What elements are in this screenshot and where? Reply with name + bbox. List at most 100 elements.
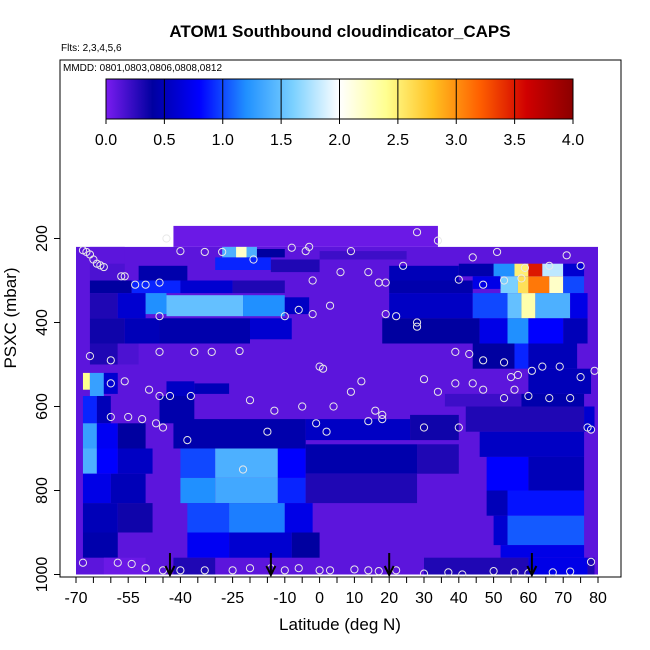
obs-point — [325, 301, 335, 310]
obs-point — [298, 402, 307, 411]
heatmap-cell — [117, 343, 139, 365]
heatmap-cell — [514, 343, 529, 369]
heatmap-cell — [507, 318, 529, 344]
heatmap-cell — [82, 532, 118, 558]
obs-point — [499, 358, 509, 367]
obs-point — [479, 356, 488, 365]
heatmap-cell — [563, 263, 585, 277]
colorbar-tick-label: 2.0 — [328, 132, 350, 149]
heatmap-cell — [215, 257, 271, 270]
obs-point — [287, 243, 296, 252]
obs-point — [499, 276, 509, 285]
heatmap-cell — [587, 557, 595, 575]
heatmap-cell — [277, 448, 306, 478]
colorbar-tick-label: 1.0 — [212, 132, 234, 149]
obs-point — [586, 425, 596, 434]
heatmap-cell — [486, 490, 508, 516]
obs-point — [318, 364, 328, 373]
obs-point — [346, 387, 356, 396]
obs-point — [520, 263, 530, 272]
x-tick-label: -40 — [169, 590, 192, 607]
obs-point — [124, 412, 133, 422]
obs-point — [419, 569, 429, 577]
obs-point — [322, 427, 331, 436]
obs-point — [176, 247, 185, 256]
obs-point — [155, 278, 164, 287]
obs-point — [138, 415, 147, 424]
heatmap-cell — [82, 423, 97, 449]
heatmap-cell — [256, 249, 285, 258]
obs-point — [151, 419, 161, 428]
obs-point — [325, 566, 335, 575]
heatmap-cell — [270, 259, 320, 273]
heatmap-cell — [424, 557, 529, 575]
obs-point — [106, 356, 115, 365]
obs-point — [346, 247, 356, 256]
x-tick-label: 10 — [346, 590, 364, 607]
y-axis: 200 400 600 800 1000 — [34, 225, 60, 592]
heatmap-cell — [528, 276, 550, 294]
obs-point — [200, 247, 209, 257]
obs-point — [433, 387, 443, 396]
x-tick-label: 0 — [315, 590, 324, 607]
obs-point — [513, 370, 523, 380]
obs-point — [238, 465, 248, 474]
obs-point — [155, 347, 164, 356]
obs-point — [308, 276, 317, 285]
obs-point — [499, 394, 509, 403]
plot-area — [59, 59, 622, 578]
obs-point — [392, 312, 401, 321]
heatmap-cell — [82, 503, 118, 533]
obs-point — [141, 280, 150, 289]
obs-point — [263, 427, 272, 436]
colorbar-tick-label: 1.5 — [270, 132, 292, 149]
obs-point — [468, 253, 477, 262]
heatmap-cell — [243, 295, 285, 317]
heatmap-cell — [389, 265, 459, 281]
dates-note-box — [61, 61, 241, 74]
heatmap-cell — [570, 293, 588, 319]
obs-point — [106, 412, 115, 422]
heatmap-cell — [236, 246, 247, 260]
obs-point — [117, 272, 126, 281]
obs-point — [364, 268, 373, 277]
heatmap-cell — [500, 545, 585, 558]
colorbar-tick-label: 0.0 — [95, 132, 117, 149]
obs-point — [412, 322, 422, 331]
heatmap-cell — [500, 276, 518, 294]
obs-point — [545, 261, 554, 270]
x-axis-label: Latitude (deg N) — [279, 615, 401, 634]
obs-point — [590, 366, 599, 375]
obs-point — [308, 310, 317, 319]
heatmap-cell — [89, 246, 125, 264]
x-tick-label: 70 — [554, 590, 572, 607]
heatmap-cell — [563, 318, 588, 344]
obs-point — [479, 280, 488, 289]
heatmap-cell — [563, 276, 585, 294]
obs-point — [381, 310, 390, 319]
heatmap-cell — [319, 251, 407, 260]
x-tick-label: 60 — [520, 590, 538, 607]
heatmap-cell — [117, 503, 153, 533]
heatmap-cell — [291, 532, 320, 558]
obs-point — [85, 352, 95, 361]
heatmap-cell — [528, 557, 588, 575]
obs-point — [235, 346, 244, 356]
heatmap-cell — [479, 431, 585, 457]
obs-points — [78, 228, 599, 577]
heatmap-cell — [82, 473, 111, 504]
heatmap-cell — [180, 477, 216, 504]
heatmap-cell — [284, 297, 310, 315]
dates-note: MMDD: 0801,0803,0806,0808,0812 — [63, 63, 222, 74]
obs-point — [371, 406, 380, 415]
heatmap-cell — [173, 557, 216, 575]
heatmap-cell — [89, 263, 125, 281]
heatmap-cell — [389, 280, 473, 294]
heatmap-cell — [89, 293, 118, 319]
heatmap-cell — [535, 293, 571, 319]
heatmap-cell — [507, 490, 585, 516]
x-tick-label: -70 — [64, 590, 87, 607]
obs-point — [458, 570, 467, 577]
heatmap-cell — [96, 396, 111, 424]
